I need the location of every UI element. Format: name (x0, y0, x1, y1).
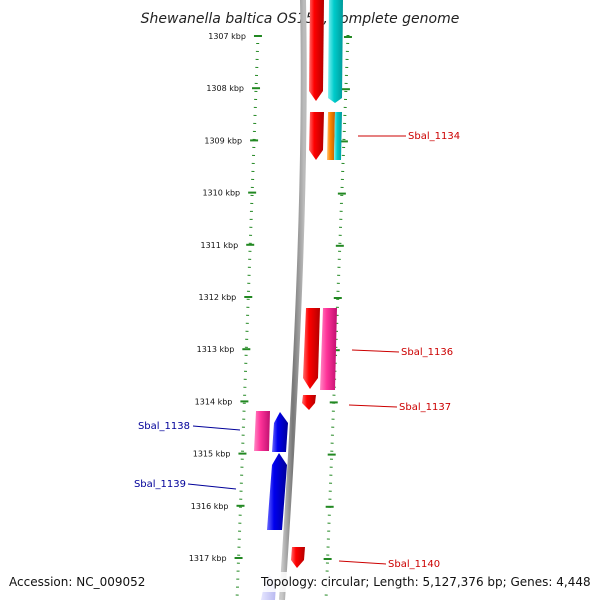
tick-label: 1311 kbp (200, 241, 238, 250)
callout-line (338, 560, 387, 565)
ruler-track-outer (235, 34, 260, 600)
feature-cyan-1 (328, 0, 343, 103)
tick-label: 1315 kbp (193, 450, 231, 459)
cds-forward-1 (309, 0, 324, 101)
cds-sbal-1139 (267, 453, 287, 530)
gene-label[interactable]: Sbal_1136 (401, 347, 453, 358)
summary-text: Topology: circular; Length: 5,127,376 bp… (260, 575, 591, 589)
accession-text: Accession: NC_009052 (9, 575, 145, 589)
callout-line (348, 404, 398, 408)
gene-label[interactable]: Sbal_1134 (408, 131, 460, 142)
tick-label: 1307 kbp (208, 32, 246, 41)
feature-cyan-2 (334, 112, 342, 160)
gene-label[interactable]: Sbal_1140 (388, 559, 440, 570)
genome-backbone (279, 0, 307, 600)
tick-label: 1314 kbp (195, 397, 233, 406)
callout-line (192, 425, 241, 431)
feature-orange (327, 112, 335, 160)
cds-sbal-1138-blue (272, 412, 288, 452)
map-title: Shewanella baltica OS155, complete genom… (141, 11, 460, 27)
rna-sbal-1138 (254, 411, 270, 451)
tick-label: 1310 kbp (202, 189, 240, 198)
tick-label: 1317 kbp (189, 554, 227, 563)
cds-sbal-1136-red (303, 308, 320, 389)
cds-sbal-1134-red (309, 112, 324, 160)
tick-label: 1308 kbp (206, 84, 244, 93)
callout-line (351, 349, 400, 353)
tick-label: 1309 kbp (204, 136, 242, 145)
tick-label: 1316 kbp (191, 502, 229, 511)
tick-label: 1312 kbp (199, 293, 237, 302)
gene-label[interactable]: Sbal_1137 (399, 402, 451, 413)
rna-sbal-1136 (320, 308, 337, 390)
cds-sbal-1137 (302, 395, 316, 410)
footer-summary-bg (258, 572, 594, 592)
gene-label[interactable]: Sbal_1138 (138, 421, 190, 432)
cds-sbal-1140 (291, 547, 305, 568)
gene-callouts: Sbal_1134 Sbal_1136 Sbal_1137 Sbal_1138 Sbal… (134, 131, 460, 570)
tick-label: 1313 kbp (197, 345, 235, 354)
callout-line (187, 483, 237, 490)
gene-label[interactable]: Sbal_1139 (134, 479, 186, 490)
ruler-ticks: 1307 kbp 1308 kbp 1309 kbp 1310 kbp 1311 kbp… (189, 32, 352, 563)
